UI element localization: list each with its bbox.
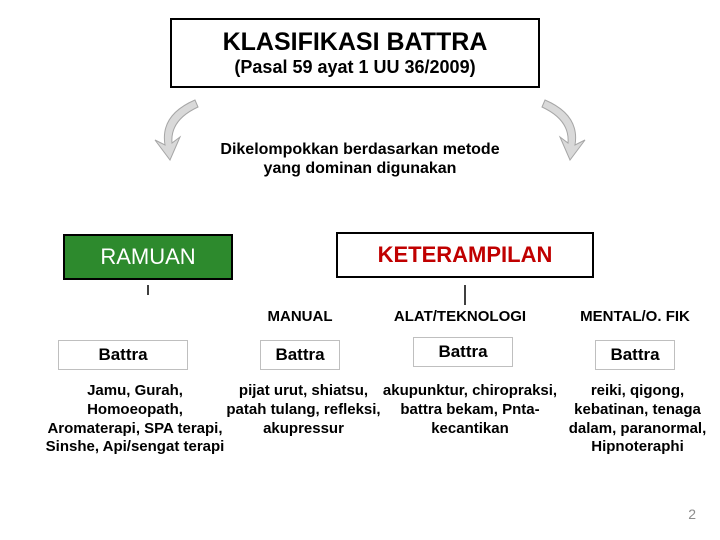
items-mental: reiki, qigong, kebatinan, tenaga dalam, … [560,382,715,457]
subhead-mental: MENTAL/O. FIK [560,308,710,325]
battra-label-manual: Battra [260,340,340,370]
title-main: KLASIFIKASI BATTRA [184,28,526,57]
items-alat: akupunktur, chiropraksi, battra bekam, P… [380,382,560,438]
description-text: Dikelompokkan berdasarkan metode yang do… [200,140,520,178]
category-keterampilan: KETERAMPILAN [336,232,594,278]
battra-label-ramuan: Battra [58,340,188,370]
arrow-right-icon [530,95,590,165]
title-subtitle: (Pasal 59 ayat 1 UU 36/2009) [184,57,526,78]
items-manual: pijat urut, shiatsu, patah tulang, refle… [226,382,381,438]
subhead-manual: MANUAL [250,308,350,325]
page-number: 2 [688,506,696,522]
category-ramuan: RAMUAN [63,234,233,280]
battra-label-mental: Battra [595,340,675,370]
battra-label-alat: Battra [413,337,513,367]
tick-keterampilan-icon [460,285,470,305]
items-ramuan: Jamu, Gurah, Homoeopath, Aromaterapi, SP… [40,382,230,457]
title-box: KLASIFIKASI BATTRA (Pasal 59 ayat 1 UU 3… [170,18,540,88]
tick-ramuan-icon [143,285,153,295]
subhead-alat: ALAT/TEKNOLOGI [380,308,540,325]
